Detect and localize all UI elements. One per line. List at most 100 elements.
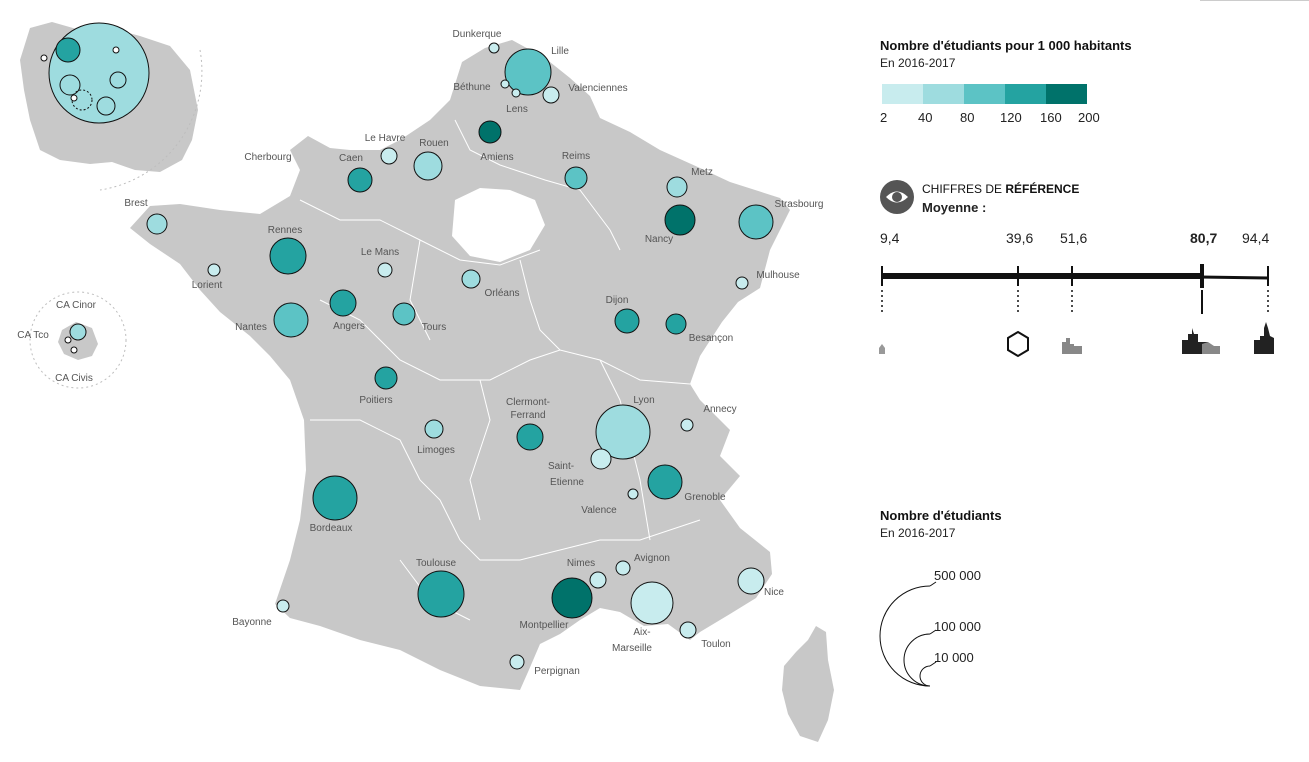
city-circle-avignon (615, 560, 631, 576)
city-label-rennes: Rennes (268, 225, 302, 236)
city-circles (146, 42, 774, 670)
city-circle-nice (737, 567, 765, 595)
city-label-bordeaux: Bordeaux (310, 523, 353, 534)
city-label-poitiers: Poitiers (359, 395, 392, 406)
city-label-nice: Nice (764, 587, 784, 598)
city-label-lyon: Lyon (633, 395, 654, 406)
idf-circle-h (70, 94, 78, 102)
city-label-clermont-: Clermont- (506, 397, 550, 408)
city-circle-nancy (664, 204, 696, 236)
city-labels: Dunkerque Lille Valenciennes Béthune Lens Ami… (17, 29, 823, 677)
city-circle-le-havre (380, 147, 398, 165)
city-label-perpignan: Perpignan (534, 666, 580, 677)
city-circle-dunkerque (488, 42, 500, 54)
city-label-cherbourg: Cherbourg (244, 152, 291, 163)
ramp-label-2: 2 (880, 110, 888, 125)
reunion-land (58, 322, 98, 360)
reference-value-4: 80,7 (1190, 230, 1218, 246)
town-icon (1062, 338, 1082, 354)
city-circle-montpellier (551, 577, 593, 619)
size-label-100000: 100 000 (934, 619, 981, 634)
city-label-annecy: Annecy (703, 404, 736, 415)
city-label-metz: Metz (691, 167, 713, 178)
city-circle-aix-marseille (630, 581, 674, 625)
city-label-tours: Tours (422, 322, 446, 333)
city-circle-lens (511, 88, 521, 98)
city-circle-valence (627, 488, 639, 500)
ramp-swatch-3 (964, 84, 1005, 104)
city-circle-le-mans (377, 262, 393, 278)
ramp-label-80: 80 (960, 110, 975, 125)
ramp-label-160: 160 (1040, 110, 1062, 125)
city-label-caen: Caen (339, 153, 363, 164)
city-label-mulhouse: Mulhouse (756, 270, 800, 281)
size-legend-circles: 500 000 100 000 10 000 (879, 560, 1034, 690)
city-label-dijon: Dijon (606, 295, 629, 306)
reference-value-3: 51,6 (1060, 230, 1088, 246)
idf-inset-arc (99, 49, 203, 191)
reference-value-5: 94,4 (1242, 230, 1270, 246)
city-circle-caen (347, 167, 373, 193)
density-legend-subtitle: En 2016-2017 (880, 56, 956, 70)
city-label-nancy: Nancy (645, 234, 673, 245)
france-map: Dunkerque Lille Valenciennes Béthune Lens Ami… (17, 22, 834, 742)
city-label-nimes: Nimes (567, 558, 595, 569)
city-label-ca-cinor: CA Cinor (56, 300, 97, 311)
ramp-label-200: 200 (1078, 110, 1100, 125)
idf-circle-f (40, 54, 48, 62)
city-circle-nimes (589, 571, 607, 589)
city-label-grenoble: Grenoble (684, 492, 726, 503)
land-shapes (20, 22, 834, 742)
city-label-lens: Lens (506, 104, 528, 115)
eye-icon (880, 180, 914, 214)
city-circle-nantes (273, 302, 309, 338)
density-color-ramp (882, 84, 1140, 104)
city-label-rouen: Rouen (419, 138, 448, 149)
top-rule (1200, 0, 1309, 1)
ramp-swatch-5 (1046, 84, 1087, 104)
city-label-brest: Brest (124, 198, 148, 209)
city-circle-strasbourg (738, 204, 774, 240)
city-label-angers: Angers (333, 321, 365, 332)
city-circle-grenoble (647, 464, 683, 500)
reference-figures: CHIFFRES DE RÉFÉRENCE Moyenne : 9,4 39,6… (878, 178, 1298, 368)
city-label-limoges: Limoges (417, 445, 455, 456)
city-label-dunkerque: Dunkerque (453, 29, 502, 40)
city-label-bayonne: Bayonne (232, 617, 272, 628)
idf-hole (452, 188, 545, 262)
city-circle-annecy (680, 418, 694, 432)
city-grey-icon (1202, 342, 1220, 354)
village-icon (879, 344, 885, 354)
city-circle-brest (146, 213, 168, 235)
city-circle-lyon (595, 404, 651, 460)
city-label-toulouse: Toulouse (416, 558, 456, 569)
city-label-besan-on: Besançon (689, 333, 733, 344)
city-circle-tours (392, 302, 416, 326)
city-circle-poitiers (374, 366, 398, 390)
city-circle-rouen (413, 151, 443, 181)
mainland-land (130, 40, 790, 690)
city-label-nantes: Nantes (235, 322, 267, 333)
idf-circle-e (71, 89, 93, 111)
ramp-swatch-1 (882, 84, 923, 104)
size-legend-subtitle: En 2016-2017 (880, 526, 956, 540)
corsica-land (782, 626, 834, 742)
reference-value-2: 39,6 (1006, 230, 1034, 246)
ramp-swatch-4 (1005, 84, 1046, 104)
idf-circle-a (55, 37, 81, 63)
city-circle-bordeaux (312, 475, 358, 521)
idf-circle-d (109, 71, 127, 89)
reference-heading: CHIFFRES DE RÉFÉRENCE (922, 182, 1079, 196)
city-circle-reims (564, 166, 588, 190)
city-label-lorient: Lorient (192, 280, 223, 291)
reference-scale (879, 264, 1274, 358)
reference-heading-prefix: CHIFFRES DE (922, 182, 1006, 196)
city-circle-valenciennes (542, 86, 560, 104)
hexagon-icon (1007, 330, 1029, 358)
city-circle-b-thune (500, 79, 510, 89)
city-label-le-havre: Le Havre (365, 133, 406, 144)
ramp-label-120: 120 (1000, 110, 1022, 125)
city-label-ca-civis: CA Civis (55, 373, 93, 384)
city-circle-dijon (614, 308, 640, 334)
city-circle-toulouse (417, 570, 465, 618)
